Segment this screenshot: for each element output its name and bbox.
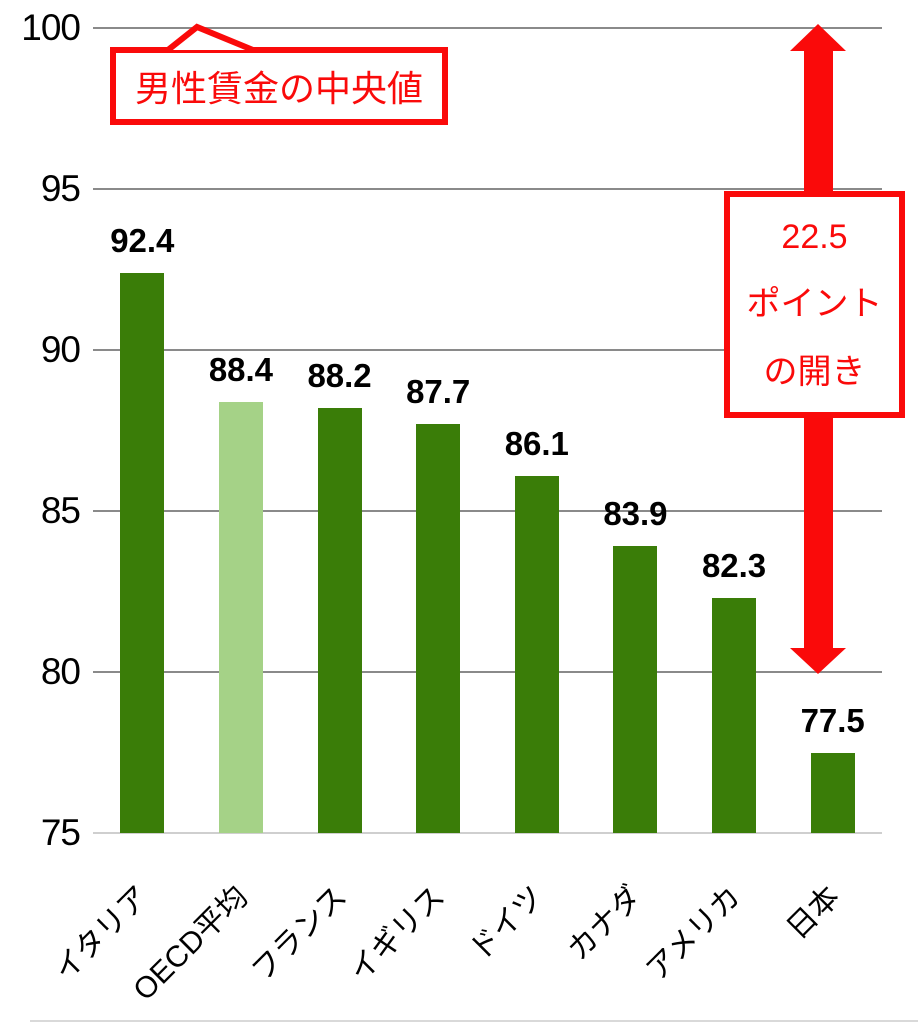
bar-value-label: 88.4 [208, 350, 274, 388]
bar [810, 752, 855, 833]
gap-label-box: 22.5 ポイント の開き [724, 191, 905, 418]
y-axis-tick-label: 80 [40, 651, 81, 692]
gridline [93, 349, 882, 351]
y-axis-tick-label: 75 [40, 812, 81, 853]
gap-word: の開き [763, 353, 866, 392]
bar [317, 407, 362, 833]
gap-value: 22.5 [781, 217, 848, 256]
y-axis-tick-label: 100 [21, 7, 81, 48]
gridline [93, 27, 882, 29]
y-axis-tick-label: 85 [40, 490, 81, 531]
bar [712, 597, 757, 833]
y-axis-tick-label: 90 [40, 329, 81, 370]
callout-text: 男性賃金の中央値 [134, 68, 423, 109]
y-axis-tick-label: 95 [40, 168, 81, 209]
gridline [93, 188, 882, 190]
gridline [93, 671, 882, 673]
bar-value-label: 77.5 [800, 701, 865, 739]
bar [613, 546, 658, 833]
bottom-border [30, 1020, 918, 1022]
gridline [93, 832, 882, 834]
bar-value-label: 92.4 [110, 221, 175, 259]
bar-value-label: 86.1 [504, 424, 569, 462]
male-median-callout: 男性賃金の中央値 [110, 47, 448, 125]
bar-value-label: 88.2 [307, 356, 372, 394]
bar [120, 272, 165, 833]
bar [218, 401, 263, 833]
gridline [93, 510, 882, 512]
bar-value-label: 87.7 [406, 373, 471, 411]
bar-value-label: 83.9 [603, 495, 668, 533]
bar-value-label: 82.3 [701, 546, 767, 584]
gap-unit: ポイント [746, 285, 883, 324]
bar [514, 475, 559, 833]
bar [416, 424, 461, 833]
